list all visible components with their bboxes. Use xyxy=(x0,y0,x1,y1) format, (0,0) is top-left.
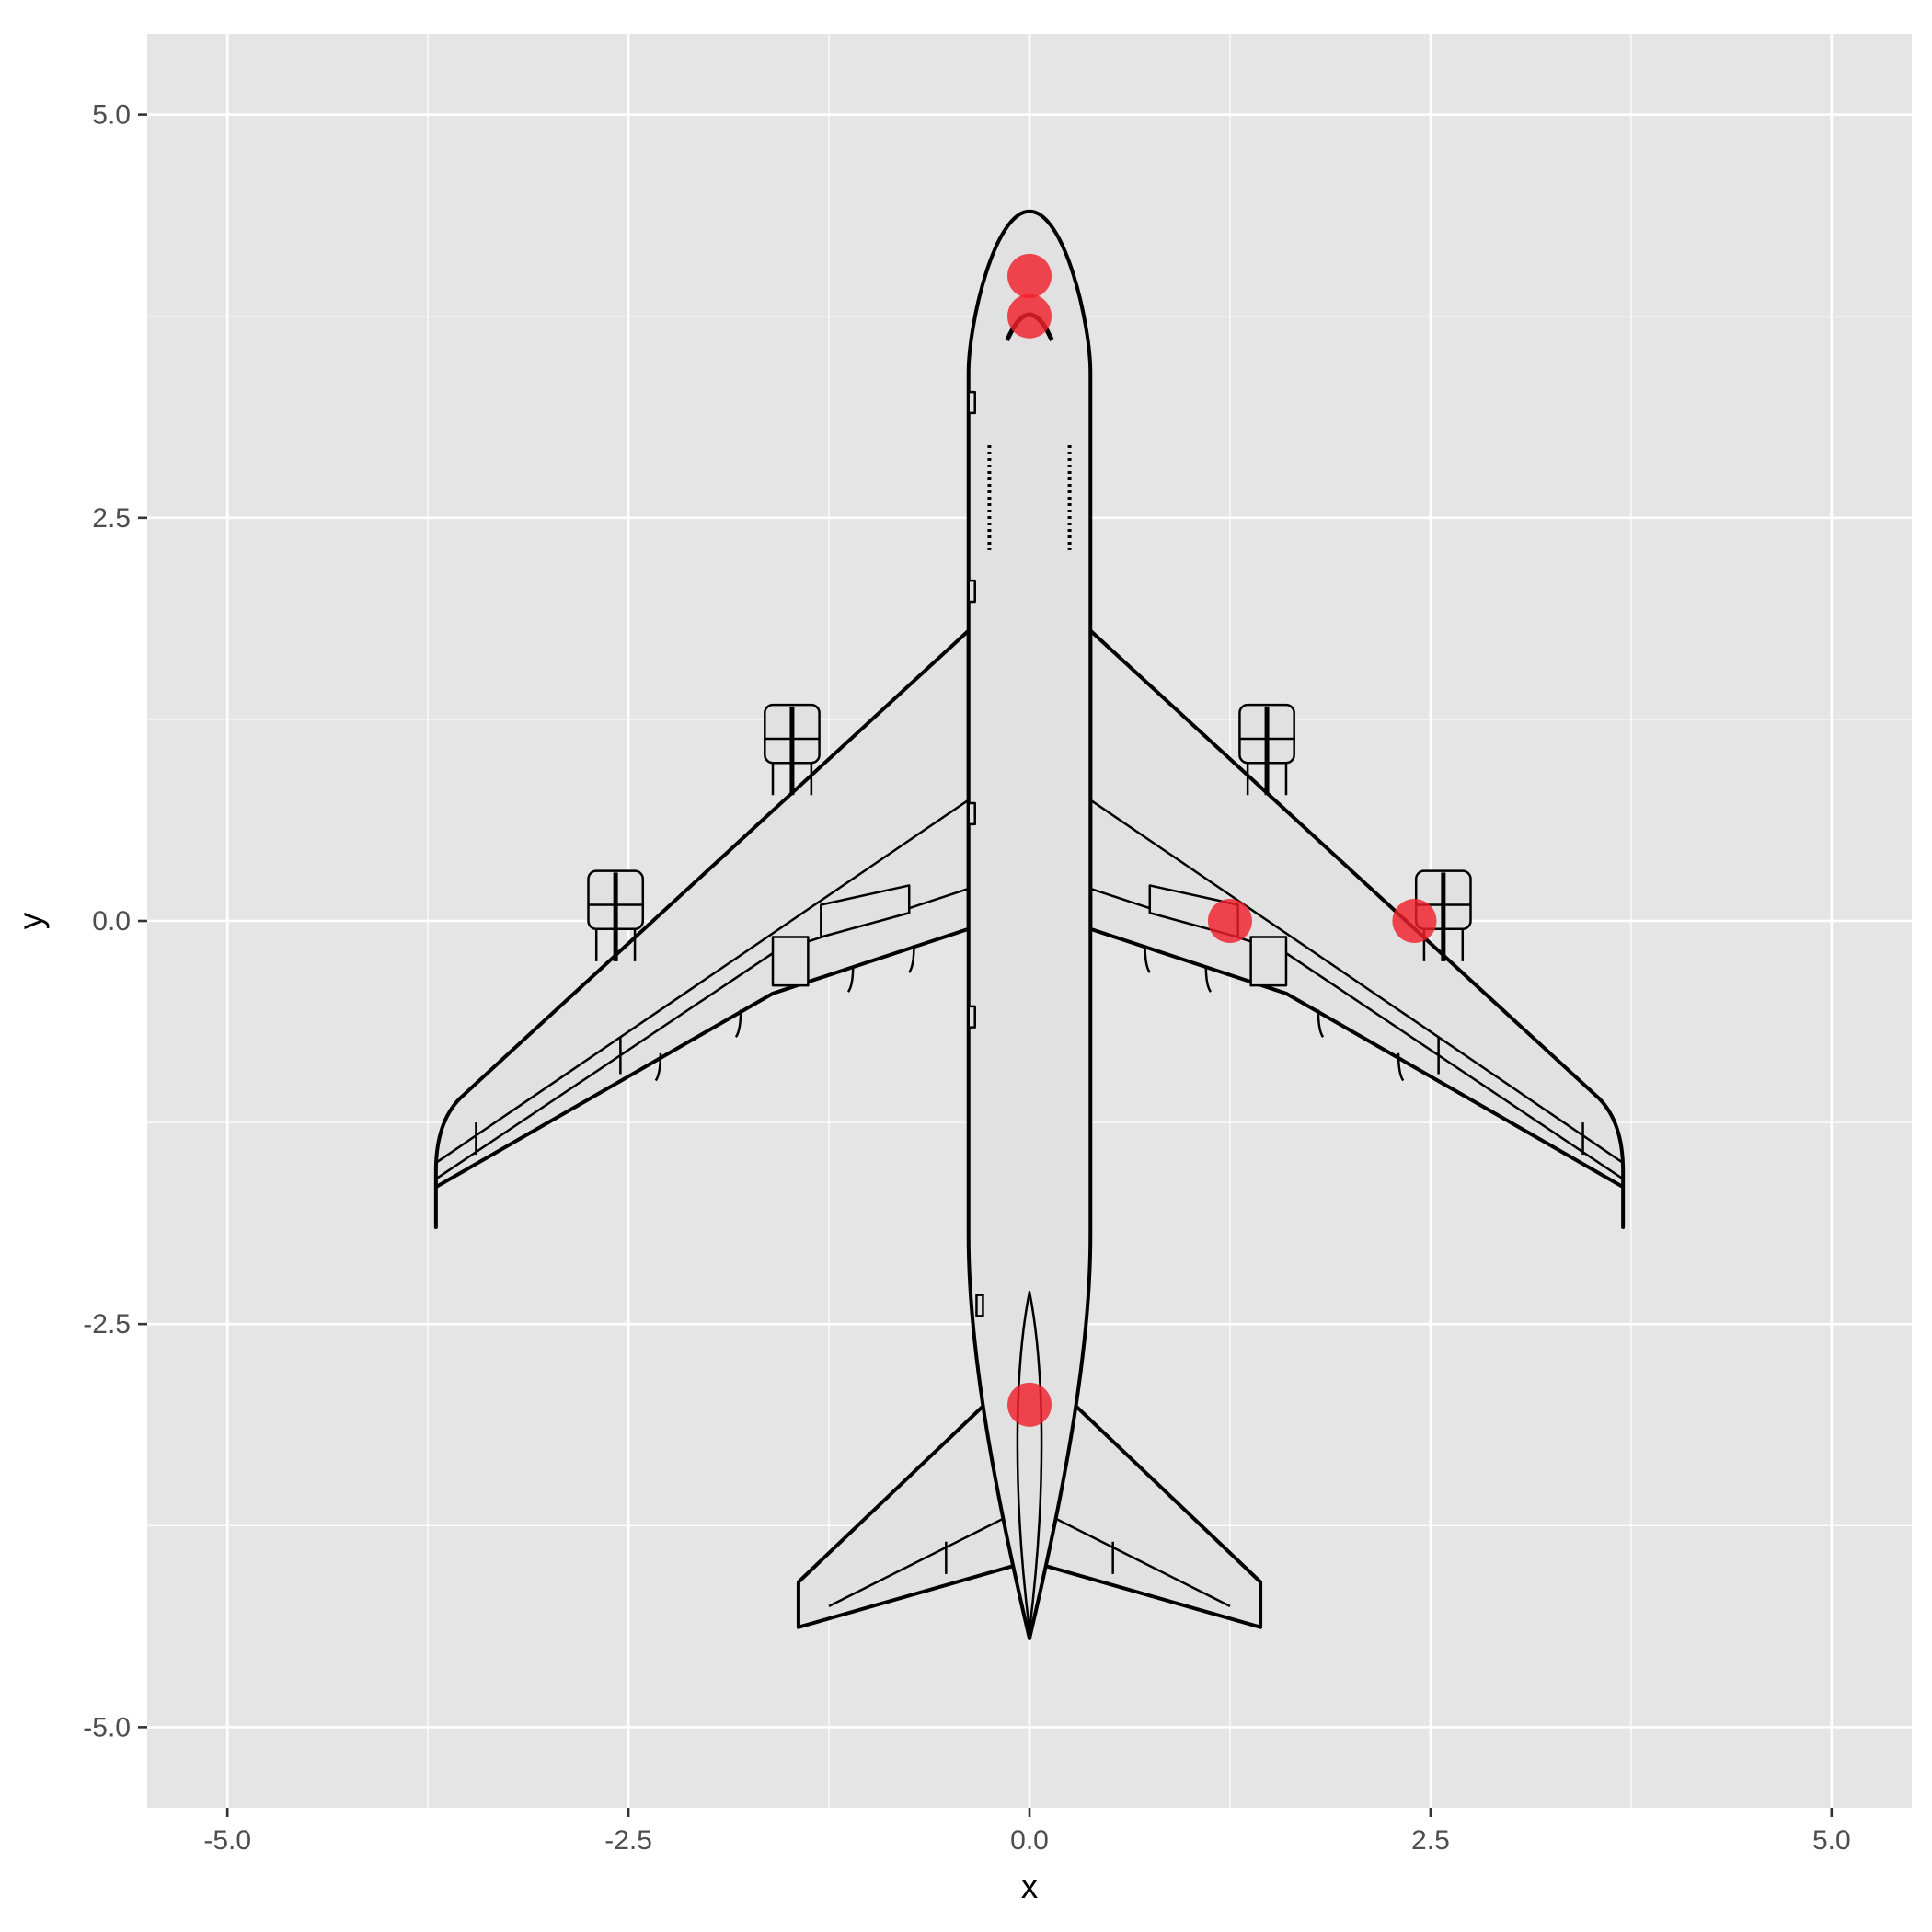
data-point xyxy=(1007,293,1052,339)
y-tick-label: 5.0 xyxy=(92,100,131,131)
x-axis-title: x xyxy=(1021,1868,1039,1905)
data-point xyxy=(1007,1382,1052,1427)
fuselage xyxy=(969,212,1091,1639)
data-point xyxy=(1007,253,1052,298)
right-wing-flap-line xyxy=(1090,800,1623,1163)
airplane-image xyxy=(436,212,1623,1639)
y-tick-label: 0.0 xyxy=(92,906,131,937)
x-tick-label: 0.0 xyxy=(1010,1825,1049,1856)
y-tick-label: -5.0 xyxy=(83,1712,131,1742)
stabilizer-details xyxy=(829,1518,1230,1606)
left-aileron xyxy=(476,1037,620,1155)
y-tick-label: -2.5 xyxy=(83,1309,131,1340)
y-axis: -5.0 -2.5 0.0 2.5 5.0 xyxy=(83,100,147,1742)
y-axis-title: y xyxy=(12,912,50,929)
right-flap-block xyxy=(1251,937,1286,986)
data-points xyxy=(1007,253,1437,1427)
left-inner-engine xyxy=(765,705,819,795)
doors xyxy=(969,392,983,1316)
x-tick-label: 2.5 xyxy=(1411,1825,1450,1856)
x-tick-label: 5.0 xyxy=(1812,1825,1851,1856)
x-tick-label: -2.5 xyxy=(604,1825,652,1856)
data-point xyxy=(1207,899,1252,943)
left-outer-engine xyxy=(589,871,643,961)
right-flap-fairings xyxy=(1145,945,1404,1080)
data-point xyxy=(1392,899,1437,943)
y-tick-label: 2.5 xyxy=(92,503,131,534)
left-flap-fairings xyxy=(656,945,914,1080)
right-wing xyxy=(1090,631,1623,1228)
left-spoilers xyxy=(821,885,909,937)
left-wing xyxy=(436,631,969,1228)
right-aileron xyxy=(1439,1037,1583,1155)
vertical-fin xyxy=(1018,1292,1041,1630)
right-inner-engine xyxy=(1239,705,1294,795)
left-wing-flap-line xyxy=(436,800,969,1163)
x-axis: -5.0 -2.5 0.0 2.5 5.0 xyxy=(203,1808,1851,1856)
x-tick-label: -5.0 xyxy=(203,1825,251,1856)
left-flap-block xyxy=(773,937,808,986)
